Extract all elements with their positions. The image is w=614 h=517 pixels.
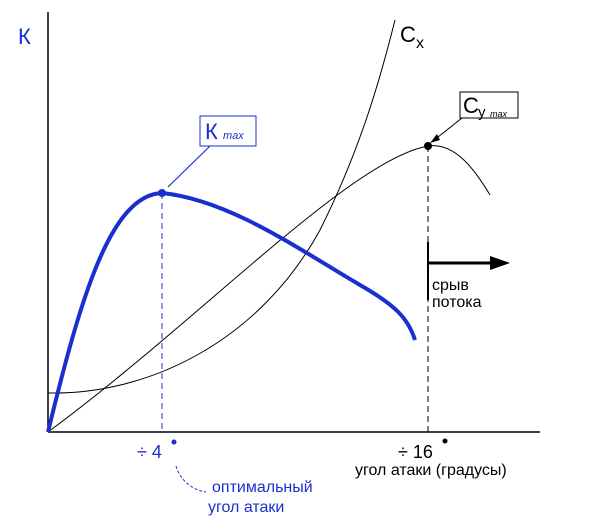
y-label: К <box>18 24 31 49</box>
cx-symbol: C <box>400 22 416 47</box>
cy-max: max <box>490 109 508 119</box>
cx-curve <box>47 19 396 394</box>
optimal-text: угол атаки <box>208 499 284 516</box>
cx-subscript: x <box>416 35 424 52</box>
cymax-point <box>424 142 432 150</box>
cy-symbol: C <box>463 93 479 118</box>
kmax-box <box>199 115 257 147</box>
optimal-pointer <box>175 465 207 493</box>
kmax-point <box>158 189 166 197</box>
tick-label: ÷ 4 <box>137 442 162 462</box>
x-label: угол атаки (градусы) <box>355 462 507 479</box>
cy-curve <box>47 145 491 433</box>
arrowhead <box>490 256 510 270</box>
kmax-subscript: max <box>223 130 244 142</box>
tick-label: ÷ 16 <box>398 442 433 462</box>
k-curve <box>46 190 417 433</box>
optimal-text: оптимальный <box>212 479 313 496</box>
cx-label: C x <box>400 22 424 52</box>
kmax-pointer <box>167 145 211 188</box>
kmax-symbol: К <box>205 119 218 144</box>
cymax-box <box>459 91 519 119</box>
axes <box>47 12 540 433</box>
stall-text: потока <box>432 294 482 311</box>
cy-subscript: y <box>478 104 486 121</box>
degree-dot <box>442 438 448 444</box>
degree-dot <box>171 439 177 445</box>
arrowhead <box>430 134 440 143</box>
stall-text: срыв <box>432 277 469 294</box>
